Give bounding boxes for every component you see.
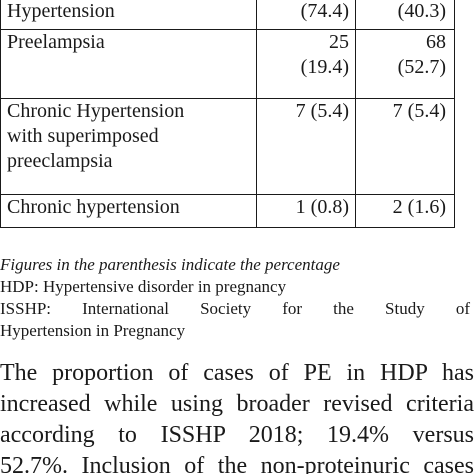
value-text: (40.3)	[397, 0, 446, 22]
value-text: (52.7)	[397, 56, 446, 78]
row-label-cell: Preelampsia	[0, 29, 257, 99]
row-label: Hypertension	[7, 0, 115, 22]
row-label: Preelampsia	[7, 31, 105, 53]
hdp-table: Hypertension (74.4) (40.3) Preelampsia 2…	[0, 0, 455, 228]
body-paragraph: The proportion of cases of PE in HDP has…	[0, 358, 474, 474]
value-cell: 25 (19.4)	[256, 29, 356, 99]
value-cell: (74.4)	[256, 0, 356, 30]
row-label: Chronic hypertension	[7, 196, 180, 218]
value-text: 7 (5.4)	[392, 100, 446, 122]
value-cell: 1 (0.8)	[256, 194, 356, 228]
table-footnotes: Figures in the parenthesis indicate the …	[0, 254, 470, 342]
footnote-percentage: Figures in the parenthesis indicate the …	[0, 255, 340, 274]
row-label: preeclampsia	[7, 150, 113, 172]
value-text: 7 (5.4)	[295, 100, 349, 122]
value-cell: 2 (1.6)	[355, 194, 455, 228]
table-row: Chronic Hypertension with superimposed p…	[0, 98, 455, 195]
value-cell: 7 (5.4)	[256, 98, 356, 195]
paragraph-line: 52.7%. Inclusion of the non-proteinuric …	[0, 453, 474, 474]
table-row: Hypertension (74.4) (40.3)	[0, 0, 455, 30]
value-cell: 7 (5.4)	[355, 98, 455, 195]
value-text: 68	[426, 31, 446, 53]
row-label-cell: Chronic hypertension	[0, 194, 257, 228]
row-label-cell: Chronic Hypertension with superimposed p…	[0, 98, 257, 195]
row-label: with superimposed	[7, 125, 159, 147]
value-text: (74.4)	[300, 0, 349, 22]
value-cell: 68 (52.7)	[355, 29, 455, 99]
paragraph-line: increased while using broader revised cr…	[0, 391, 474, 417]
value-cell: (40.3)	[355, 0, 455, 30]
row-label-cell: Hypertension	[0, 0, 257, 30]
paragraph-line: The proportion of cases of PE in HDP has	[0, 360, 474, 386]
table-row: Chronic hypertension 1 (0.8) 2 (1.6)	[0, 194, 455, 228]
value-text: (19.4)	[300, 56, 349, 78]
value-text: 1 (0.8)	[295, 196, 349, 218]
row-label: Chronic Hypertension	[7, 100, 185, 122]
value-text: 25	[329, 31, 349, 53]
footnote-isshp: ISSHP: International Society for the Stu…	[0, 299, 470, 318]
paragraph-line: according to ISSHP 2018; 19.4% versus	[0, 422, 474, 448]
value-text: 2 (1.6)	[392, 196, 446, 218]
footnote-isshp-continued: Hypertension in Pregnancy	[0, 321, 186, 340]
footnote-hdp: HDP: Hypertensive disorder in pregnancy	[0, 277, 287, 296]
table-row: Preelampsia 25 (19.4) 68 (52.7)	[0, 29, 455, 99]
